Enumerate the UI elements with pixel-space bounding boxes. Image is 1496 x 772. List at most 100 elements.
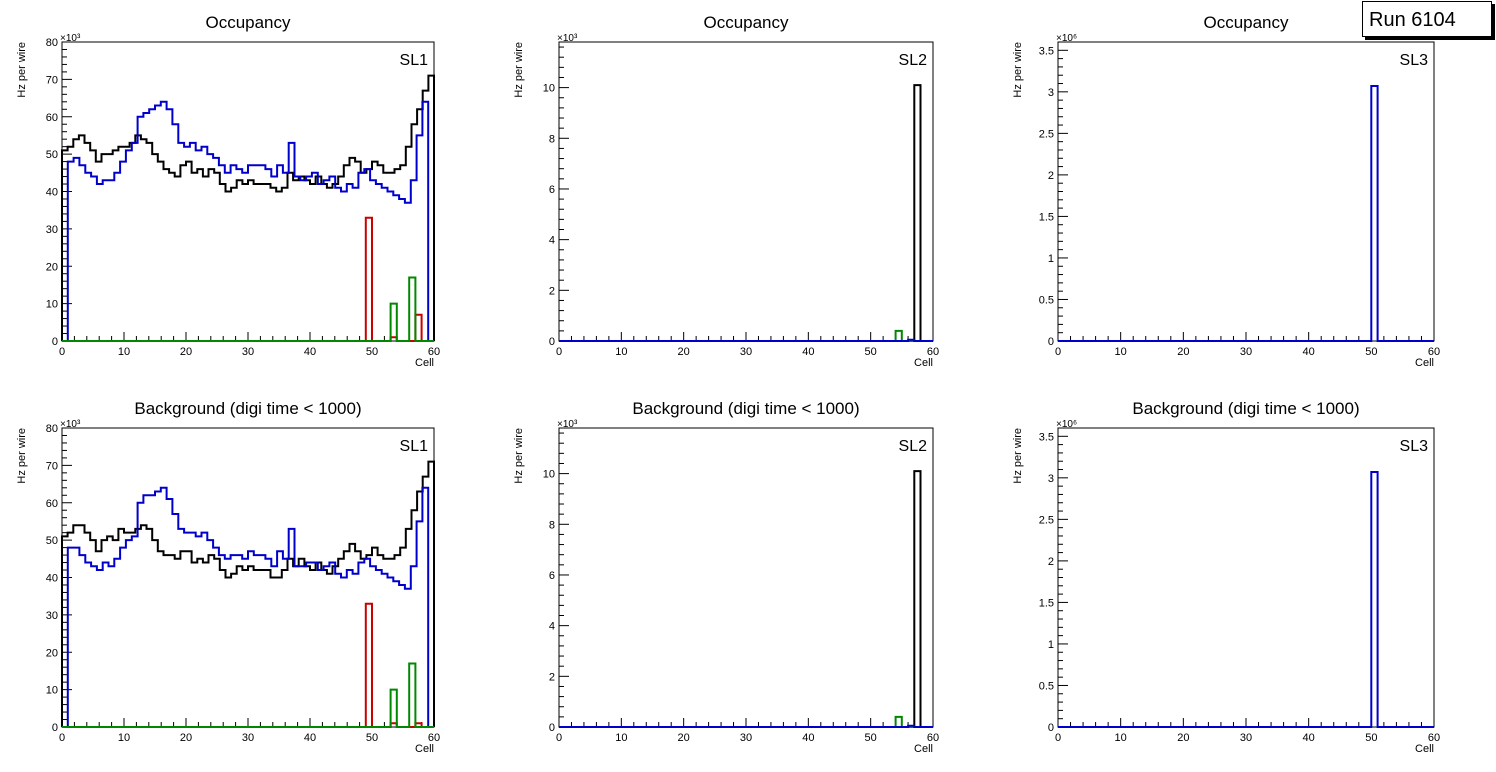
y-tick-label: 70 [46, 460, 58, 472]
chart-panel-5: Background (digi time < 1000) SL2 ×10³ Cell… [513, 399, 939, 755]
series-blue [559, 338, 933, 342]
y-tick-label: 70 [46, 74, 58, 86]
y-tick-label: 60 [46, 498, 58, 510]
x-axis-label: Cell [415, 743, 434, 755]
x-tick-label: 10 [615, 346, 627, 358]
y-exponent-label: ×10⁶ [1056, 419, 1077, 430]
x-tick-label: 60 [1428, 732, 1440, 744]
y-tick-label: 2.5 [1039, 128, 1054, 140]
y-tick-label: 40 [46, 573, 58, 585]
chart-title: Background (digi time < 1000) [1132, 399, 1359, 418]
x-axis-label: Cell [914, 357, 933, 369]
superlayer-label: SL1 [400, 52, 429, 69]
x-tick-label: 50 [865, 346, 877, 358]
series-red [62, 602, 434, 728]
y-tick-label: 10 [46, 685, 58, 697]
y-tick-label: 10 [543, 83, 555, 95]
series-green [62, 662, 434, 728]
x-tick-label: 60 [428, 346, 440, 358]
y-tick-label: 1.5 [1039, 597, 1054, 609]
y-tick-label: 1 [1048, 639, 1054, 651]
y-tick-label: 0 [52, 336, 58, 348]
series-blue [1058, 471, 1434, 728]
x-tick-label: 50 [865, 732, 877, 744]
x-tick-label: 0 [1055, 732, 1061, 744]
x-tick-label: 10 [615, 732, 627, 744]
x-tick-label: 50 [366, 732, 378, 744]
x-tick-label: 0 [59, 732, 65, 744]
y-axis-label: Hz per wire [1012, 42, 1024, 98]
x-tick-label: 40 [1303, 346, 1315, 358]
y-tick-label: 20 [46, 261, 58, 273]
y-tick-label: 0.5 [1039, 294, 1054, 306]
y-tick-label: 20 [46, 647, 58, 659]
chart-title: Background (digi time < 1000) [632, 399, 859, 418]
plot-frame [558, 41, 934, 342]
y-tick-label: 6 [549, 184, 555, 196]
x-tick-label: 30 [1240, 346, 1252, 358]
x-tick-label: 10 [1115, 732, 1127, 744]
y-tick-label: 0 [549, 722, 555, 734]
series-red [62, 216, 434, 342]
x-tick-label: 30 [242, 732, 254, 744]
superlayer-label: SL2 [899, 52, 928, 69]
x-tick-label: 0 [556, 732, 562, 744]
x-tick-label: 50 [1365, 346, 1377, 358]
y-tick-label: 50 [46, 535, 58, 547]
x-tick-label: 60 [428, 732, 440, 744]
y-tick-label: 0.5 [1039, 680, 1054, 692]
superlayer-label: SL2 [899, 438, 928, 455]
x-tick-label: 60 [927, 732, 939, 744]
y-tick-label: 60 [46, 112, 58, 124]
y-tick-label: 2.5 [1039, 514, 1054, 526]
x-tick-label: 10 [118, 346, 130, 358]
x-tick-label: 20 [180, 346, 192, 358]
series-blue [1058, 85, 1434, 342]
chart-title: Occupancy [205, 13, 291, 32]
y-tick-label: 8 [549, 519, 555, 531]
y-tick-label: 0 [549, 336, 555, 348]
x-tick-label: 20 [678, 346, 690, 358]
y-tick-label: 40 [46, 187, 58, 199]
y-tick-label: 3.5 [1039, 45, 1054, 57]
superlayer-label: SL3 [1400, 438, 1429, 455]
chart-title: Occupancy [1203, 13, 1289, 32]
y-axis-label: Hz per wire [513, 42, 525, 98]
y-tick-label: 80 [46, 423, 58, 435]
x-tick-label: 40 [304, 732, 316, 744]
x-axis-label: Cell [1415, 743, 1434, 755]
y-tick-label: 2 [549, 671, 555, 683]
x-tick-label: 30 [1240, 732, 1252, 744]
series-blue [559, 724, 933, 728]
y-tick-label: 2 [1048, 556, 1054, 568]
y-axis-label: Hz per wire [513, 428, 525, 484]
x-axis-label: Cell [914, 743, 933, 755]
x-tick-label: 10 [118, 732, 130, 744]
series-green [62, 276, 434, 342]
y-exponent-label: ×10³ [557, 33, 578, 44]
y-tick-label: 4 [549, 235, 555, 247]
x-tick-label: 40 [802, 346, 814, 358]
y-exponent-label: ×10³ [60, 33, 81, 44]
y-tick-label: 1 [1048, 253, 1054, 265]
chart-panel-1: Occupancy SL1 ×10³ Cell Hz per wire 0 10 20 30 40… [16, 13, 440, 369]
x-axis-label: Cell [1415, 357, 1434, 369]
y-tick-label: 50 [46, 149, 58, 161]
x-tick-label: 60 [1428, 346, 1440, 358]
series-black [61, 74, 435, 341]
series-black [61, 460, 435, 727]
x-tick-label: 20 [1177, 732, 1189, 744]
superlayer-label: SL1 [400, 438, 429, 455]
x-tick-label: 10 [1115, 346, 1127, 358]
y-exponent-label: ×10³ [557, 419, 578, 430]
series-blue [62, 486, 434, 728]
y-axis-label: Hz per wire [16, 42, 28, 98]
y-tick-label: 2 [1048, 170, 1054, 182]
x-tick-label: 40 [1303, 732, 1315, 744]
y-tick-label: 6 [549, 570, 555, 582]
x-tick-label: 0 [556, 346, 562, 358]
x-tick-label: 30 [242, 346, 254, 358]
y-tick-label: 30 [46, 224, 58, 236]
superlayer-label: SL3 [1400, 52, 1429, 69]
y-tick-label: 4 [549, 621, 555, 633]
